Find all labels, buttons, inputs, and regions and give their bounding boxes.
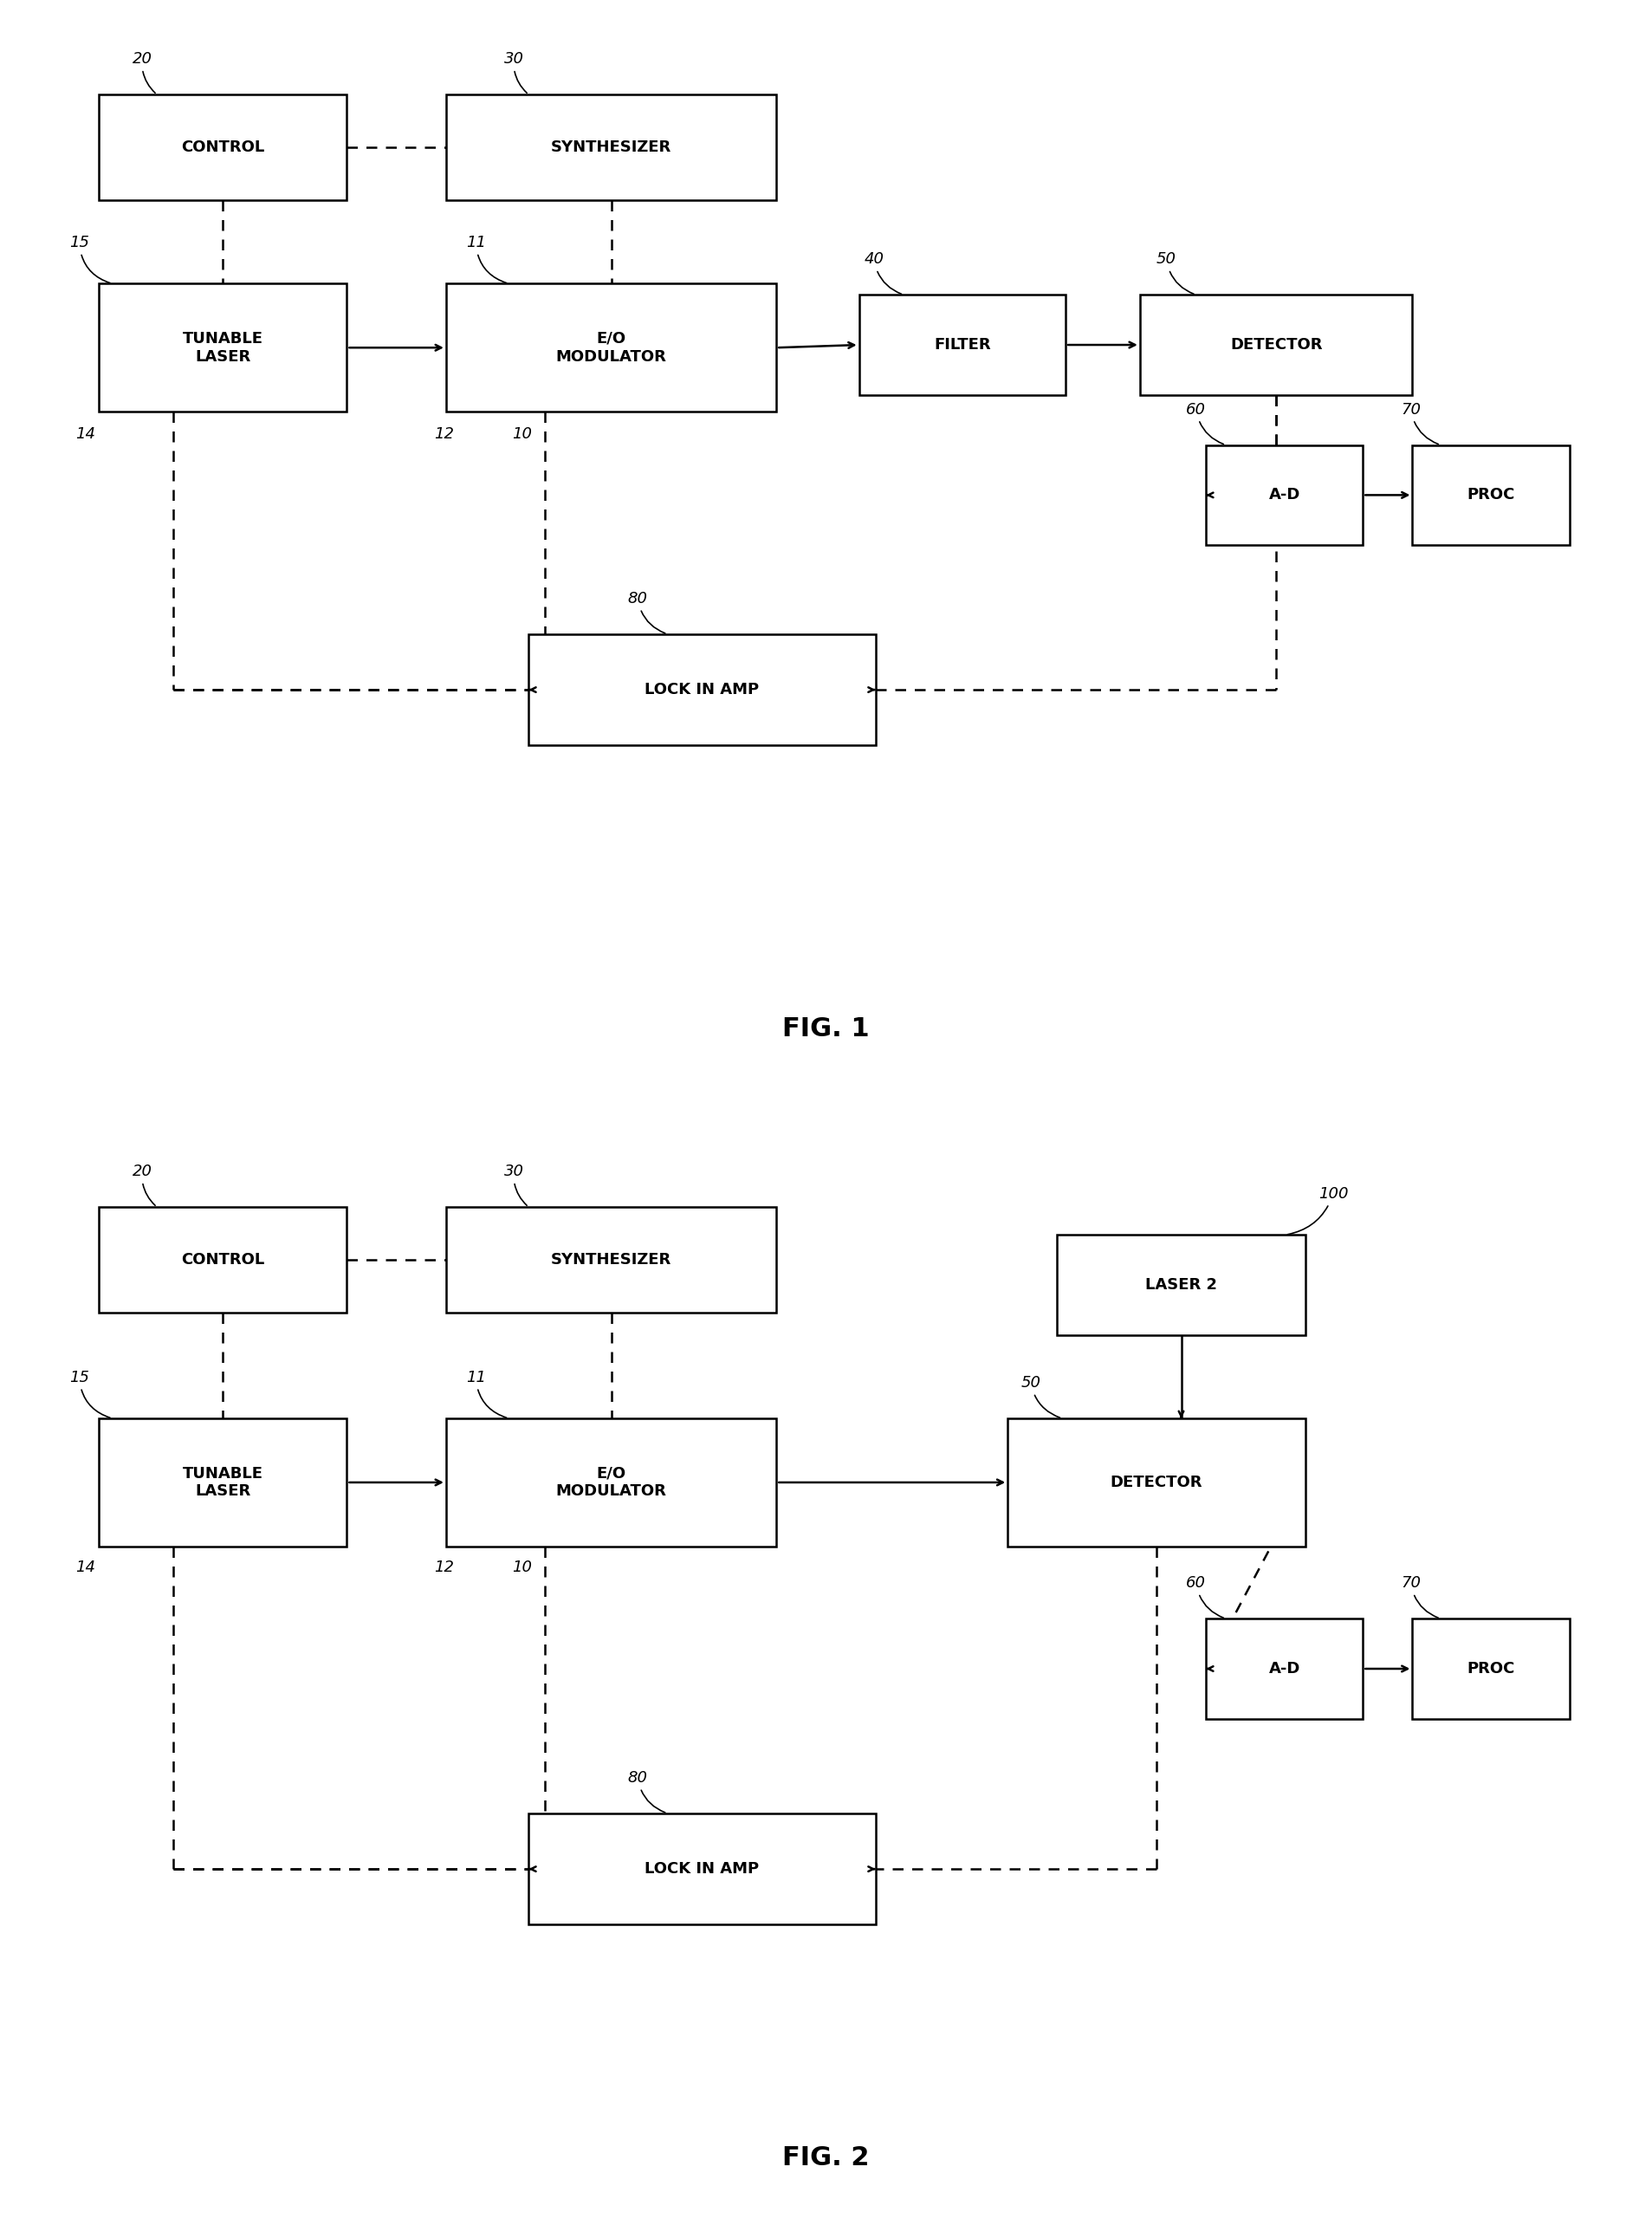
Text: 100: 100 bbox=[1287, 1186, 1348, 1235]
Bar bbox=[859, 294, 1066, 394]
Bar bbox=[529, 1813, 876, 1925]
Text: 11: 11 bbox=[466, 234, 507, 283]
Text: 12: 12 bbox=[434, 427, 454, 443]
Text: FIG. 2: FIG. 2 bbox=[783, 2145, 869, 2172]
Text: SYNTHESIZER: SYNTHESIZER bbox=[550, 1253, 672, 1268]
Text: PROC: PROC bbox=[1467, 1660, 1515, 1678]
Text: E/O
MODULATOR: E/O MODULATOR bbox=[555, 332, 667, 365]
Bar bbox=[99, 93, 347, 200]
Text: E/O
MODULATOR: E/O MODULATOR bbox=[555, 1466, 667, 1500]
Text: 15: 15 bbox=[69, 234, 111, 283]
Text: 30: 30 bbox=[504, 51, 527, 93]
Text: TUNABLE
LASER: TUNABLE LASER bbox=[183, 1466, 263, 1500]
Text: 20: 20 bbox=[132, 1164, 155, 1206]
Text: 80: 80 bbox=[628, 590, 666, 634]
Bar bbox=[529, 634, 876, 745]
Bar bbox=[1008, 1420, 1305, 1546]
Text: CONTROL: CONTROL bbox=[182, 140, 264, 156]
Bar bbox=[99, 1420, 347, 1546]
Text: 80: 80 bbox=[628, 1769, 666, 1813]
Text: 11: 11 bbox=[466, 1368, 507, 1417]
Text: 30: 30 bbox=[504, 1164, 527, 1206]
Bar bbox=[1206, 1620, 1363, 1718]
Bar bbox=[1140, 294, 1412, 394]
Text: DETECTOR: DETECTOR bbox=[1231, 336, 1322, 354]
Text: 60: 60 bbox=[1186, 400, 1224, 445]
Text: FIG. 1: FIG. 1 bbox=[783, 1017, 869, 1041]
Bar bbox=[99, 1206, 347, 1313]
Text: A-D: A-D bbox=[1269, 487, 1300, 503]
Text: LASER 2: LASER 2 bbox=[1145, 1277, 1218, 1293]
Text: 70: 70 bbox=[1401, 400, 1439, 445]
Text: 10: 10 bbox=[512, 427, 532, 443]
Text: 12: 12 bbox=[434, 1560, 454, 1575]
Text: 50: 50 bbox=[1156, 251, 1194, 294]
Text: TUNABLE
LASER: TUNABLE LASER bbox=[183, 332, 263, 365]
Text: A-D: A-D bbox=[1269, 1660, 1300, 1678]
Bar bbox=[446, 285, 776, 412]
Text: 14: 14 bbox=[76, 427, 96, 443]
Bar bbox=[99, 285, 347, 412]
Text: 50: 50 bbox=[1021, 1375, 1061, 1417]
Bar bbox=[1412, 1620, 1569, 1718]
Text: FILTER: FILTER bbox=[933, 336, 991, 354]
Text: SYNTHESIZER: SYNTHESIZER bbox=[550, 140, 672, 156]
Bar bbox=[446, 1420, 776, 1546]
Text: PROC: PROC bbox=[1467, 487, 1515, 503]
Bar bbox=[446, 93, 776, 200]
Text: 70: 70 bbox=[1401, 1575, 1439, 1618]
Text: 20: 20 bbox=[132, 51, 155, 93]
Text: LOCK IN AMP: LOCK IN AMP bbox=[644, 1860, 760, 1878]
Bar bbox=[1412, 445, 1569, 545]
Text: DETECTOR: DETECTOR bbox=[1110, 1475, 1203, 1491]
Text: 10: 10 bbox=[512, 1560, 532, 1575]
Bar bbox=[1206, 445, 1363, 545]
Bar bbox=[1057, 1235, 1305, 1335]
Text: 40: 40 bbox=[864, 251, 902, 294]
Text: 14: 14 bbox=[76, 1560, 96, 1575]
Text: 60: 60 bbox=[1186, 1575, 1224, 1618]
Bar bbox=[446, 1206, 776, 1313]
Text: LOCK IN AMP: LOCK IN AMP bbox=[644, 681, 760, 699]
Text: CONTROL: CONTROL bbox=[182, 1253, 264, 1268]
Text: 15: 15 bbox=[69, 1368, 111, 1417]
